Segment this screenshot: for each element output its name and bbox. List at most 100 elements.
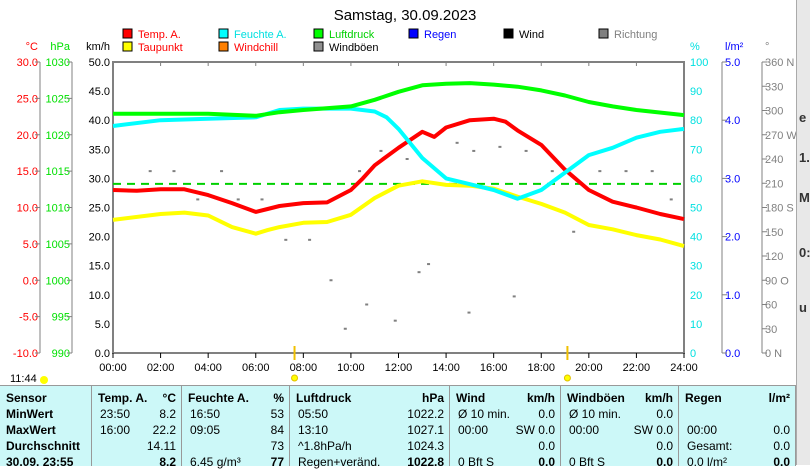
row-label: MaxWert [6, 423, 56, 437]
legend-swatch-3 [408, 28, 419, 39]
axis-tick-percent: 30 [690, 261, 702, 273]
legend-swatch-6 [122, 41, 133, 52]
table-column [0, 386, 92, 466]
column-header: Temp. A. [98, 391, 148, 405]
cell-left: 13:10 [298, 423, 329, 437]
axis-tick-direction: 300 [765, 106, 783, 118]
cell-left: Ø 10 min. [458, 407, 511, 421]
column-header: Windböen [567, 391, 625, 405]
cell-value: 0.0 [773, 423, 790, 437]
x-tick-label: 20:00 [575, 362, 603, 374]
window-fragment-text: 1. [799, 150, 810, 165]
cell-value: 0.0 [656, 407, 673, 421]
cell-left: 00:00 [458, 423, 489, 437]
axis-tick-rain: 2.0 [725, 232, 740, 244]
cell-left: 0 Bft S [458, 455, 495, 469]
axis-tick-kmh: 30.0 [89, 173, 110, 185]
x-tick-label: 12:00 [385, 362, 413, 374]
legend-swatch-2 [313, 28, 324, 39]
column-header: Wind [456, 391, 486, 405]
cell-left: 00:00 [687, 423, 718, 437]
cell-value: 0.0 [538, 455, 555, 469]
legend-label: Windchill [234, 42, 278, 54]
cell-value: 0.0 [656, 455, 673, 469]
axis-tick-rain: 4.0 [725, 115, 740, 127]
axis-tick-kmh: 5.0 [95, 319, 110, 331]
axis-tick-hpa: 990 [52, 348, 70, 360]
axis-tick-percent: 90 [690, 86, 702, 98]
series-luftdruck [113, 81, 685, 118]
axis-tick-direction: 120 [765, 251, 783, 263]
cell-left: 0.0 l/m² [687, 455, 728, 469]
x-tick-label: 04:00 [194, 362, 222, 374]
x-tick-label: 02:00 [147, 362, 175, 374]
table-column [450, 386, 561, 466]
axis-tick-percent: 10 [690, 319, 702, 331]
series-temp-a- [112, 116, 685, 222]
cell-left: Ø 10 min. [569, 407, 622, 421]
x-tick-label: 00:00 [99, 362, 127, 374]
direction-point [196, 198, 200, 201]
axis-tick-kmh: 15.0 [89, 261, 110, 273]
legend-label: Luftdruck [329, 29, 375, 41]
x-tick-label: 18:00 [527, 362, 555, 374]
axis-tick-celsius: 30.0 [17, 57, 38, 69]
cell-value: 0.0 [538, 407, 555, 421]
cell-left: 16:50 [190, 407, 221, 421]
cell-value: 8.2 [159, 407, 176, 421]
axis-unit-rain: l/m² [725, 41, 744, 53]
cell-value: 8.2 [159, 455, 176, 469]
cell-value: 1024.3 [407, 439, 444, 453]
cell-value: 22.2 [152, 423, 176, 437]
legend-label: Taupunkt [138, 42, 183, 54]
direction-point [498, 145, 502, 148]
axis-tick-kmh: 0.0 [95, 348, 110, 360]
direction-point [329, 279, 333, 282]
direction-point [260, 198, 264, 201]
direction-point [624, 170, 628, 173]
legend-label: Windböen [329, 42, 379, 54]
axis-tick-percent: 80 [690, 115, 702, 127]
direction-point [236, 198, 240, 201]
axis-tick-direction: 150 [765, 227, 783, 239]
direction-point [220, 170, 224, 173]
current-time-label: 11:44 [10, 373, 37, 385]
cell-value: SW 0.0 [633, 423, 673, 437]
axis-tick-percent: 20 [690, 290, 702, 302]
column-header: Luftdruck [296, 391, 352, 405]
axis-tick-celsius: -10.0 [13, 348, 38, 360]
axis-tick-hpa: 995 [52, 312, 70, 324]
x-tick-label: 16:00 [480, 362, 508, 374]
cell-left: 23:50 [100, 407, 131, 421]
axis-tick-kmh: 20.0 [89, 232, 110, 244]
axis-tick-direction: 180 S [765, 203, 794, 215]
axis-tick-kmh: 50.0 [89, 57, 110, 69]
direction-point [598, 170, 602, 173]
axis-tick-celsius: 15.0 [17, 166, 38, 178]
axis-tick-celsius: 5.0 [23, 239, 38, 251]
cell-value: 53 [270, 407, 284, 421]
table-column [92, 386, 182, 466]
axis-tick-celsius: -5.0 [19, 312, 38, 324]
axis-tick-percent: 60 [690, 173, 702, 185]
column-header: Regen [685, 391, 722, 405]
axis-tick-kmh: 25.0 [89, 203, 110, 215]
cell-value: 73 [270, 439, 284, 453]
axis-tick-percent: 0 [690, 348, 696, 360]
direction-point [148, 170, 152, 173]
cell-value: 0.0 [773, 439, 790, 453]
direction-point [650, 170, 654, 173]
direction-point [417, 271, 421, 274]
direction-point [172, 170, 176, 173]
column-unit: km/h [526, 391, 555, 405]
plot-area [112, 61, 685, 354]
cell-value: 84 [270, 423, 284, 437]
axis-tick-rain: 0.0 [725, 348, 740, 360]
direction-point [512, 295, 516, 298]
direction-point [472, 149, 476, 152]
legend-swatch-0 [122, 28, 133, 39]
axis-tick-kmh: 40.0 [89, 115, 110, 127]
axis-tick-celsius: 20.0 [17, 130, 38, 142]
legend-label: Feuchte A. [234, 29, 287, 41]
cell-left: 6.45 g/m³ [190, 455, 241, 469]
